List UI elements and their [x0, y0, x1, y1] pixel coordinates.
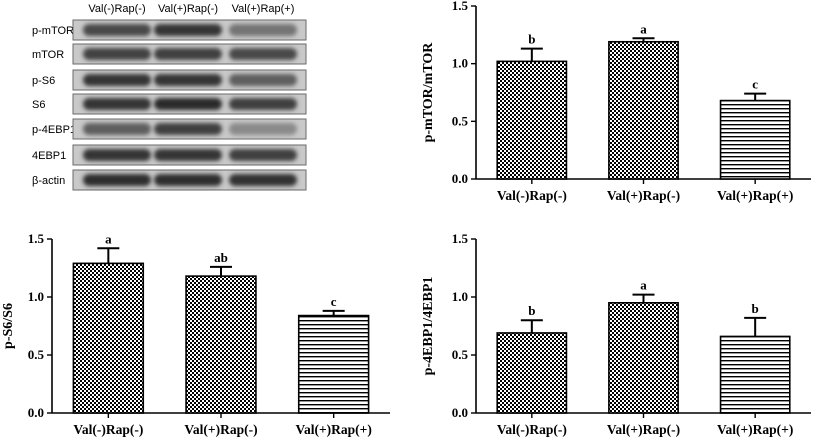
x-tick-label: Val(+)Rap(-) [607, 422, 680, 437]
blot-band [154, 74, 222, 86]
x-tick-label: Val(+)Rap(-) [607, 188, 680, 203]
blot-band [83, 48, 151, 60]
blot-row-label: p-mTOR [32, 25, 74, 37]
blot-row-mtor: mTOR [32, 43, 307, 65]
blot-band [154, 149, 222, 161]
blot-row-s6: S6 [32, 93, 307, 115]
blot-lane-label: Val(+)Rap(-) [158, 3, 218, 15]
y-tick-label: 0.5 [452, 347, 469, 362]
bar-val-rap [719, 335, 791, 414]
blot-band [154, 24, 222, 36]
y-tick-label: 0.5 [28, 347, 45, 362]
y-tick-label: 0.5 [452, 113, 469, 128]
bar-val-rap [496, 332, 568, 414]
x-tick-label: Val(-)Rap(-) [497, 422, 567, 437]
blot-band [83, 98, 151, 110]
x-tick-label: Val(+)Rap(-) [184, 422, 257, 437]
x-tick-label: Val(+)Rap(+) [717, 188, 793, 203]
blot-band [154, 123, 222, 135]
bar-val-rap [719, 99, 791, 180]
y-tick-label: 1.5 [452, 231, 469, 246]
significance-letter: a [640, 21, 647, 36]
western-blot-panel: Val(-)Rap(-) Val(+)Rap(-) Val(+)Rap(+) p-m… [32, 3, 307, 191]
y-axis-title: p-mTOR/mTOR [421, 42, 436, 143]
blot-band [229, 24, 297, 36]
blot-row-label: 4EBP1 [32, 150, 66, 162]
y-axis-title: p-S6/S6 [1, 303, 16, 349]
blot-band [229, 174, 297, 186]
y-tick-label: 1.0 [452, 56, 468, 71]
blot-row-label: p-4EBP1 [32, 124, 76, 136]
blot-row-4ebp1: 4EBP1 [32, 144, 307, 166]
bar-val-rap [72, 262, 145, 414]
significance-letter: c [331, 294, 337, 309]
bar-val-rap [185, 275, 257, 414]
blot-band [83, 74, 151, 86]
blot-row-label: p-S6 [32, 75, 55, 87]
bar-val-rap [297, 314, 370, 414]
y-tick-label: 0.0 [452, 171, 468, 186]
blot-band [154, 98, 222, 110]
y-tick-label: 0.0 [452, 405, 468, 420]
blot-band [229, 74, 297, 86]
blot-row-label: β-actin [32, 175, 65, 187]
y-tick-label: 1.5 [28, 231, 45, 246]
significance-letter: b [528, 303, 535, 318]
significance-letter: b [528, 32, 535, 47]
blot-band [154, 48, 222, 60]
y-tick-label: 1.0 [28, 289, 44, 304]
significance-letter: c [752, 77, 758, 92]
blot-row-label: S6 [32, 99, 45, 111]
blot-lane-label: Val(+)Rap(+) [232, 3, 295, 15]
y-tick-label: 1.0 [452, 289, 468, 304]
bar-val-rap [496, 60, 568, 180]
blot-row-p-s6: p-S6 [32, 69, 307, 91]
y-tick-label: 0.0 [28, 405, 44, 420]
bar-val-rap [608, 301, 679, 414]
bar-val-rap [608, 40, 679, 180]
significance-letter: a [640, 278, 647, 293]
blot-band [83, 123, 151, 135]
blot-band [154, 174, 222, 186]
blot-band [229, 123, 297, 135]
y-axis-title: p-4EBP1/4EBP1 [421, 277, 436, 376]
x-tick-label: Val(+)Rap(+) [717, 422, 793, 437]
blot-row-p-4ebp1: p-4EBP1 [32, 118, 307, 140]
significance-letter: a [105, 231, 112, 246]
blot-band [83, 174, 151, 186]
x-tick-label: Val(-)Rap(-) [73, 422, 143, 437]
blot-row-label: mTOR [32, 49, 64, 61]
blot-band [229, 149, 297, 161]
blot-band [83, 149, 151, 161]
significance-letter: b [752, 301, 759, 316]
blot-row-actin: β-actin [32, 169, 307, 191]
blot-band [229, 98, 297, 110]
blot-band [83, 24, 151, 36]
chart-p-s6-s6: 0.0 0.5 1.0 1.5 p-S6/S6 a Val(-)Rap(-) ab Val(+)… [1, 231, 390, 437]
chart-p-4ebp1-4ebp1: 0.0 0.5 1.0 1.5 p-4EBP1/4EBP1 b Val(-)Rap(-) a V… [421, 231, 811, 437]
x-tick-label: Val(-)Rap(-) [497, 188, 567, 203]
significance-letter: ab [214, 250, 228, 265]
chart-p-mtor-mtor: 0.0 0.5 1.0 1.5 p-mTOR/mTOR b Val(-)Rap(-) a Val… [421, 0, 811, 203]
blot-row-p-mtor: p-mTOR [32, 19, 307, 41]
blot-lane-label: Val(-)Rap(-) [88, 3, 145, 15]
blot-band [229, 48, 297, 60]
y-tick-label: 1.5 [452, 0, 469, 13]
x-tick-label: Val(+)Rap(+) [295, 422, 371, 437]
